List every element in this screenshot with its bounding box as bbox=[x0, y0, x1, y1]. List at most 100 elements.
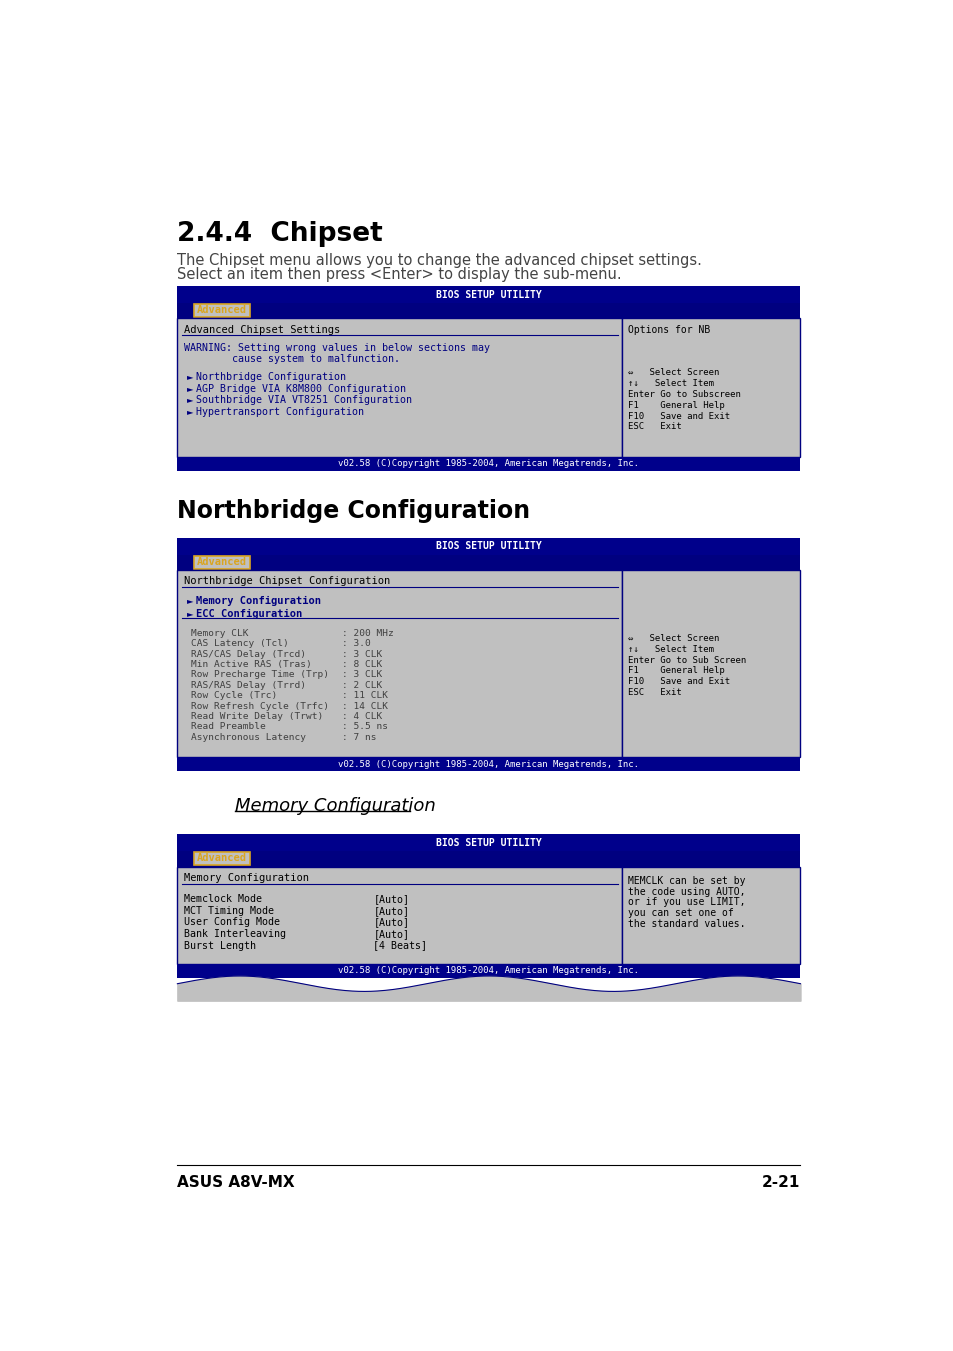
Text: User Config Mode: User Config Mode bbox=[183, 917, 279, 928]
Text: or if you use LIMIT,: or if you use LIMIT, bbox=[628, 897, 745, 908]
Text: ASUS A8V-MX: ASUS A8V-MX bbox=[177, 1174, 294, 1190]
Text: 2.4.4  Chipset: 2.4.4 Chipset bbox=[177, 220, 383, 247]
Text: ►: ► bbox=[187, 407, 193, 416]
Bar bbox=[621, 867, 800, 963]
Bar bbox=[177, 835, 800, 978]
Bar bbox=[177, 538, 800, 555]
Text: ►: ► bbox=[187, 373, 193, 381]
Text: Enter Go to Sub Screen: Enter Go to Sub Screen bbox=[628, 655, 746, 665]
Text: Northbridge Configuration: Northbridge Configuration bbox=[177, 500, 530, 523]
Text: Memclock Mode: Memclock Mode bbox=[183, 894, 261, 904]
Text: Row Precharge Time (Trp): Row Precharge Time (Trp) bbox=[192, 670, 329, 680]
Text: MCT Timing Mode: MCT Timing Mode bbox=[183, 907, 274, 916]
Bar bbox=[621, 570, 800, 758]
Text: Memory Configuration: Memory Configuration bbox=[235, 797, 436, 816]
Text: ►: ► bbox=[187, 396, 193, 404]
Text: : 3 CLK: : 3 CLK bbox=[342, 670, 382, 680]
Text: the code using AUTO,: the code using AUTO, bbox=[628, 886, 745, 897]
Text: Northbridge Configuration: Northbridge Configuration bbox=[195, 373, 346, 382]
Text: v02.58 (C)Copyright 1985-2004, American Megatrends, Inc.: v02.58 (C)Copyright 1985-2004, American … bbox=[338, 759, 639, 769]
Text: ESC   Exit: ESC Exit bbox=[628, 423, 681, 431]
Text: : 2 CLK: : 2 CLK bbox=[342, 681, 382, 690]
Text: ►: ► bbox=[187, 596, 193, 605]
Text: Row Refresh Cycle (Trfc): Row Refresh Cycle (Trfc) bbox=[192, 701, 329, 711]
Text: Memory Configuration: Memory Configuration bbox=[195, 596, 320, 607]
Text: F1    General Help: F1 General Help bbox=[628, 401, 724, 409]
Text: Enter Go to Subscreen: Enter Go to Subscreen bbox=[628, 390, 740, 399]
Text: Hypertransport Configuration: Hypertransport Configuration bbox=[195, 407, 364, 417]
Text: : 8 CLK: : 8 CLK bbox=[342, 659, 382, 669]
Text: Read Preamble: Read Preamble bbox=[192, 723, 266, 731]
Text: Read Write Delay (Trwt): Read Write Delay (Trwt) bbox=[192, 712, 323, 721]
Text: ⇔   Select Screen: ⇔ Select Screen bbox=[628, 369, 720, 377]
Bar bbox=[621, 319, 800, 457]
Text: : 3 CLK: : 3 CLK bbox=[342, 650, 382, 658]
Bar bbox=[177, 963, 800, 978]
Text: F10   Save and Exit: F10 Save and Exit bbox=[628, 412, 730, 420]
Text: 2-21: 2-21 bbox=[761, 1174, 800, 1190]
Text: [Auto]: [Auto] bbox=[373, 894, 409, 904]
Text: Advanced: Advanced bbox=[197, 305, 247, 315]
Text: WARNING: Setting wrong values in below sections may: WARNING: Setting wrong values in below s… bbox=[183, 343, 489, 353]
Text: ►: ► bbox=[187, 609, 193, 617]
Text: : 7 ns: : 7 ns bbox=[342, 732, 376, 742]
Text: [Auto]: [Auto] bbox=[373, 917, 409, 928]
Text: you can set one of: you can set one of bbox=[628, 908, 734, 919]
Bar bbox=[177, 286, 800, 471]
Text: CAS Latency (Tcl): CAS Latency (Tcl) bbox=[192, 639, 289, 648]
Text: Memory Configuration: Memory Configuration bbox=[183, 873, 308, 882]
Text: Select an item then press <Enter> to display the sub-menu.: Select an item then press <Enter> to dis… bbox=[177, 267, 621, 282]
Text: v02.58 (C)Copyright 1985-2004, American Megatrends, Inc.: v02.58 (C)Copyright 1985-2004, American … bbox=[338, 459, 639, 469]
Text: Advanced Chipset Settings: Advanced Chipset Settings bbox=[183, 324, 339, 335]
Text: [Auto]: [Auto] bbox=[373, 907, 409, 916]
Bar bbox=[177, 867, 621, 963]
Text: Asynchronous Latency: Asynchronous Latency bbox=[192, 732, 306, 742]
Text: : 3.0: : 3.0 bbox=[342, 639, 371, 648]
Text: BIOS SETUP UTILITY: BIOS SETUP UTILITY bbox=[436, 542, 541, 551]
Text: The Chipset menu allows you to change the advanced chipset settings.: The Chipset menu allows you to change th… bbox=[177, 253, 701, 267]
Text: : 14 CLK: : 14 CLK bbox=[342, 701, 388, 711]
Text: RAS/CAS Delay (Trcd): RAS/CAS Delay (Trcd) bbox=[192, 650, 306, 658]
Text: BIOS SETUP UTILITY: BIOS SETUP UTILITY bbox=[436, 838, 541, 848]
Bar bbox=[177, 835, 800, 851]
Text: F1    General Help: F1 General Help bbox=[628, 666, 724, 676]
Text: Burst Length: Burst Length bbox=[183, 940, 255, 951]
Text: ⇔   Select Screen: ⇔ Select Screen bbox=[628, 634, 720, 643]
Text: ↑↓   Select Item: ↑↓ Select Item bbox=[628, 380, 714, 388]
Text: BIOS SETUP UTILITY: BIOS SETUP UTILITY bbox=[436, 289, 541, 300]
Text: Advanced: Advanced bbox=[197, 557, 247, 567]
Text: Memory CLK: Memory CLK bbox=[192, 628, 249, 638]
Bar bbox=[177, 319, 621, 457]
Text: F10   Save and Exit: F10 Save and Exit bbox=[628, 677, 730, 686]
Text: Advanced: Advanced bbox=[197, 854, 247, 863]
Text: : 11 CLK: : 11 CLK bbox=[342, 692, 388, 700]
Text: cause system to malfunction.: cause system to malfunction. bbox=[183, 354, 399, 363]
Text: : 5.5 ns: : 5.5 ns bbox=[342, 723, 388, 731]
Text: v02.58 (C)Copyright 1985-2004, American Megatrends, Inc.: v02.58 (C)Copyright 1985-2004, American … bbox=[338, 966, 639, 975]
Text: [4 Beats]: [4 Beats] bbox=[373, 940, 427, 951]
Text: MEMCLK can be set by: MEMCLK can be set by bbox=[628, 875, 745, 886]
Bar bbox=[177, 286, 800, 303]
Text: RAS/RAS Delay (Trrd): RAS/RAS Delay (Trrd) bbox=[192, 681, 306, 690]
Text: Northbridge Chipset Configuration: Northbridge Chipset Configuration bbox=[183, 577, 390, 586]
Bar bbox=[194, 852, 250, 865]
Text: Min Active RAS (Tras): Min Active RAS (Tras) bbox=[192, 659, 312, 669]
Text: the standard values.: the standard values. bbox=[628, 919, 745, 929]
Bar bbox=[177, 457, 800, 471]
Bar bbox=[177, 570, 621, 758]
Text: Bank Interleaving: Bank Interleaving bbox=[183, 929, 285, 939]
Text: Row Cycle (Trc): Row Cycle (Trc) bbox=[192, 692, 277, 700]
Text: [Auto]: [Auto] bbox=[373, 929, 409, 939]
Text: : 4 CLK: : 4 CLK bbox=[342, 712, 382, 721]
Bar bbox=[194, 555, 250, 569]
Text: : 200 MHz: : 200 MHz bbox=[342, 628, 394, 638]
Text: ↑↓   Select Item: ↑↓ Select Item bbox=[628, 644, 714, 654]
Text: ECC Configuration: ECC Configuration bbox=[195, 609, 302, 619]
Text: AGP Bridge VIA K8M800 Configuration: AGP Bridge VIA K8M800 Configuration bbox=[195, 384, 406, 394]
Bar bbox=[177, 758, 800, 771]
Text: ►: ► bbox=[187, 384, 193, 393]
Text: Southbridge VIA VT8251 Configuration: Southbridge VIA VT8251 Configuration bbox=[195, 396, 412, 405]
Bar bbox=[177, 538, 800, 771]
Text: ESC   Exit: ESC Exit bbox=[628, 688, 681, 697]
Text: Options for NB: Options for NB bbox=[628, 324, 710, 335]
